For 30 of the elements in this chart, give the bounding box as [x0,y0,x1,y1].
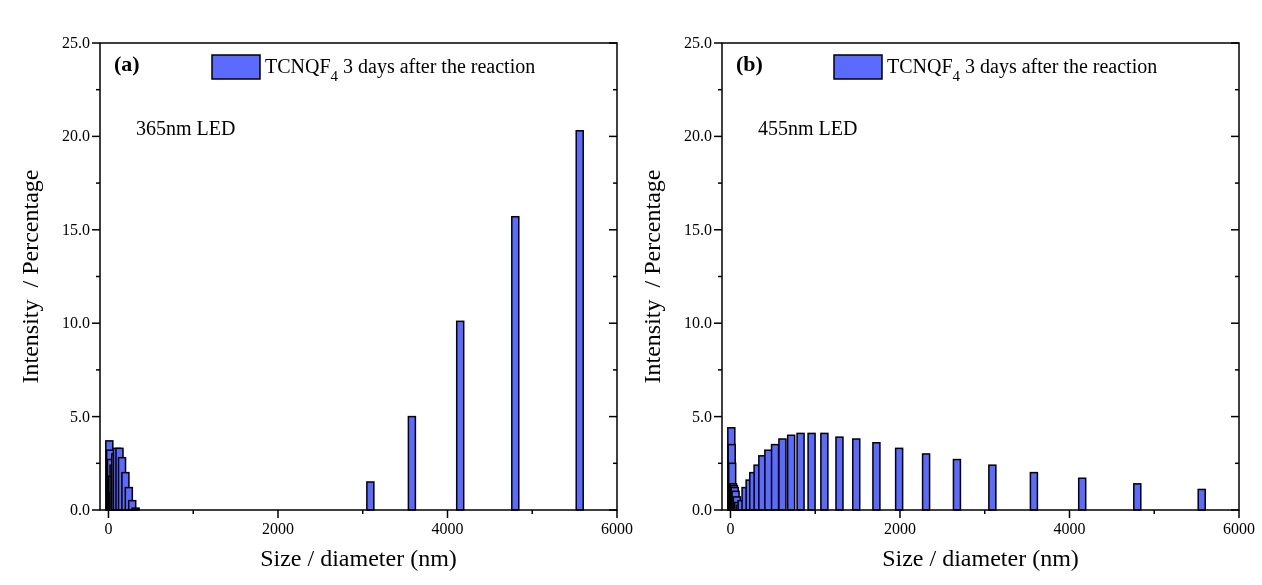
y-tick-label: 10.0 [62,314,90,332]
x-axis-title: Size / diameter (nm) [882,545,1079,571]
legend-label: TCNQF$_{4}$ 3 days after the reaction [887,55,1158,84]
y-axis-title: Intensity / Percentage [639,169,665,384]
annotation: 455nm LED [758,117,858,139]
y-tick-label: 15.0 [62,220,90,238]
x-tick-label: 6000 [1223,520,1255,537]
annotation: (a) [114,51,140,76]
y-tick-label: 20.0 [684,127,712,145]
annotation: 365nm LED [136,117,236,139]
x-tick-label: 6000 [601,520,633,537]
x-axis-title: Size / diameter (nm) [260,545,457,571]
x-tick-label: 2000 [261,520,294,537]
y-tick-label: 5.0 [70,407,90,425]
legend-label: TCNQF$_{4}$ 3 days after the reaction [265,55,536,84]
y-tick-label: 5.0 [692,407,712,425]
y-tick-label: 25.0 [62,34,90,51]
y-tick-label: 20.0 [62,127,90,145]
y-tick-label: 25.0 [684,34,712,51]
y-tick-label: 15.0 [684,220,712,238]
x-tick-label: 0 [726,520,735,537]
x-tick-label: 0 [104,520,113,537]
y-axis-title: Intensity / Percentage [17,169,43,384]
x-tick-label: 2000 [883,520,916,537]
x-tick-label: 4000 [1053,520,1086,537]
annotation: (b) [736,51,763,76]
y-tick-label: 10.0 [684,314,712,332]
x-tick-label: 4000 [431,520,464,537]
y-tick-label: 0.0 [692,501,712,518]
y-tick-label: 0.0 [70,501,90,518]
